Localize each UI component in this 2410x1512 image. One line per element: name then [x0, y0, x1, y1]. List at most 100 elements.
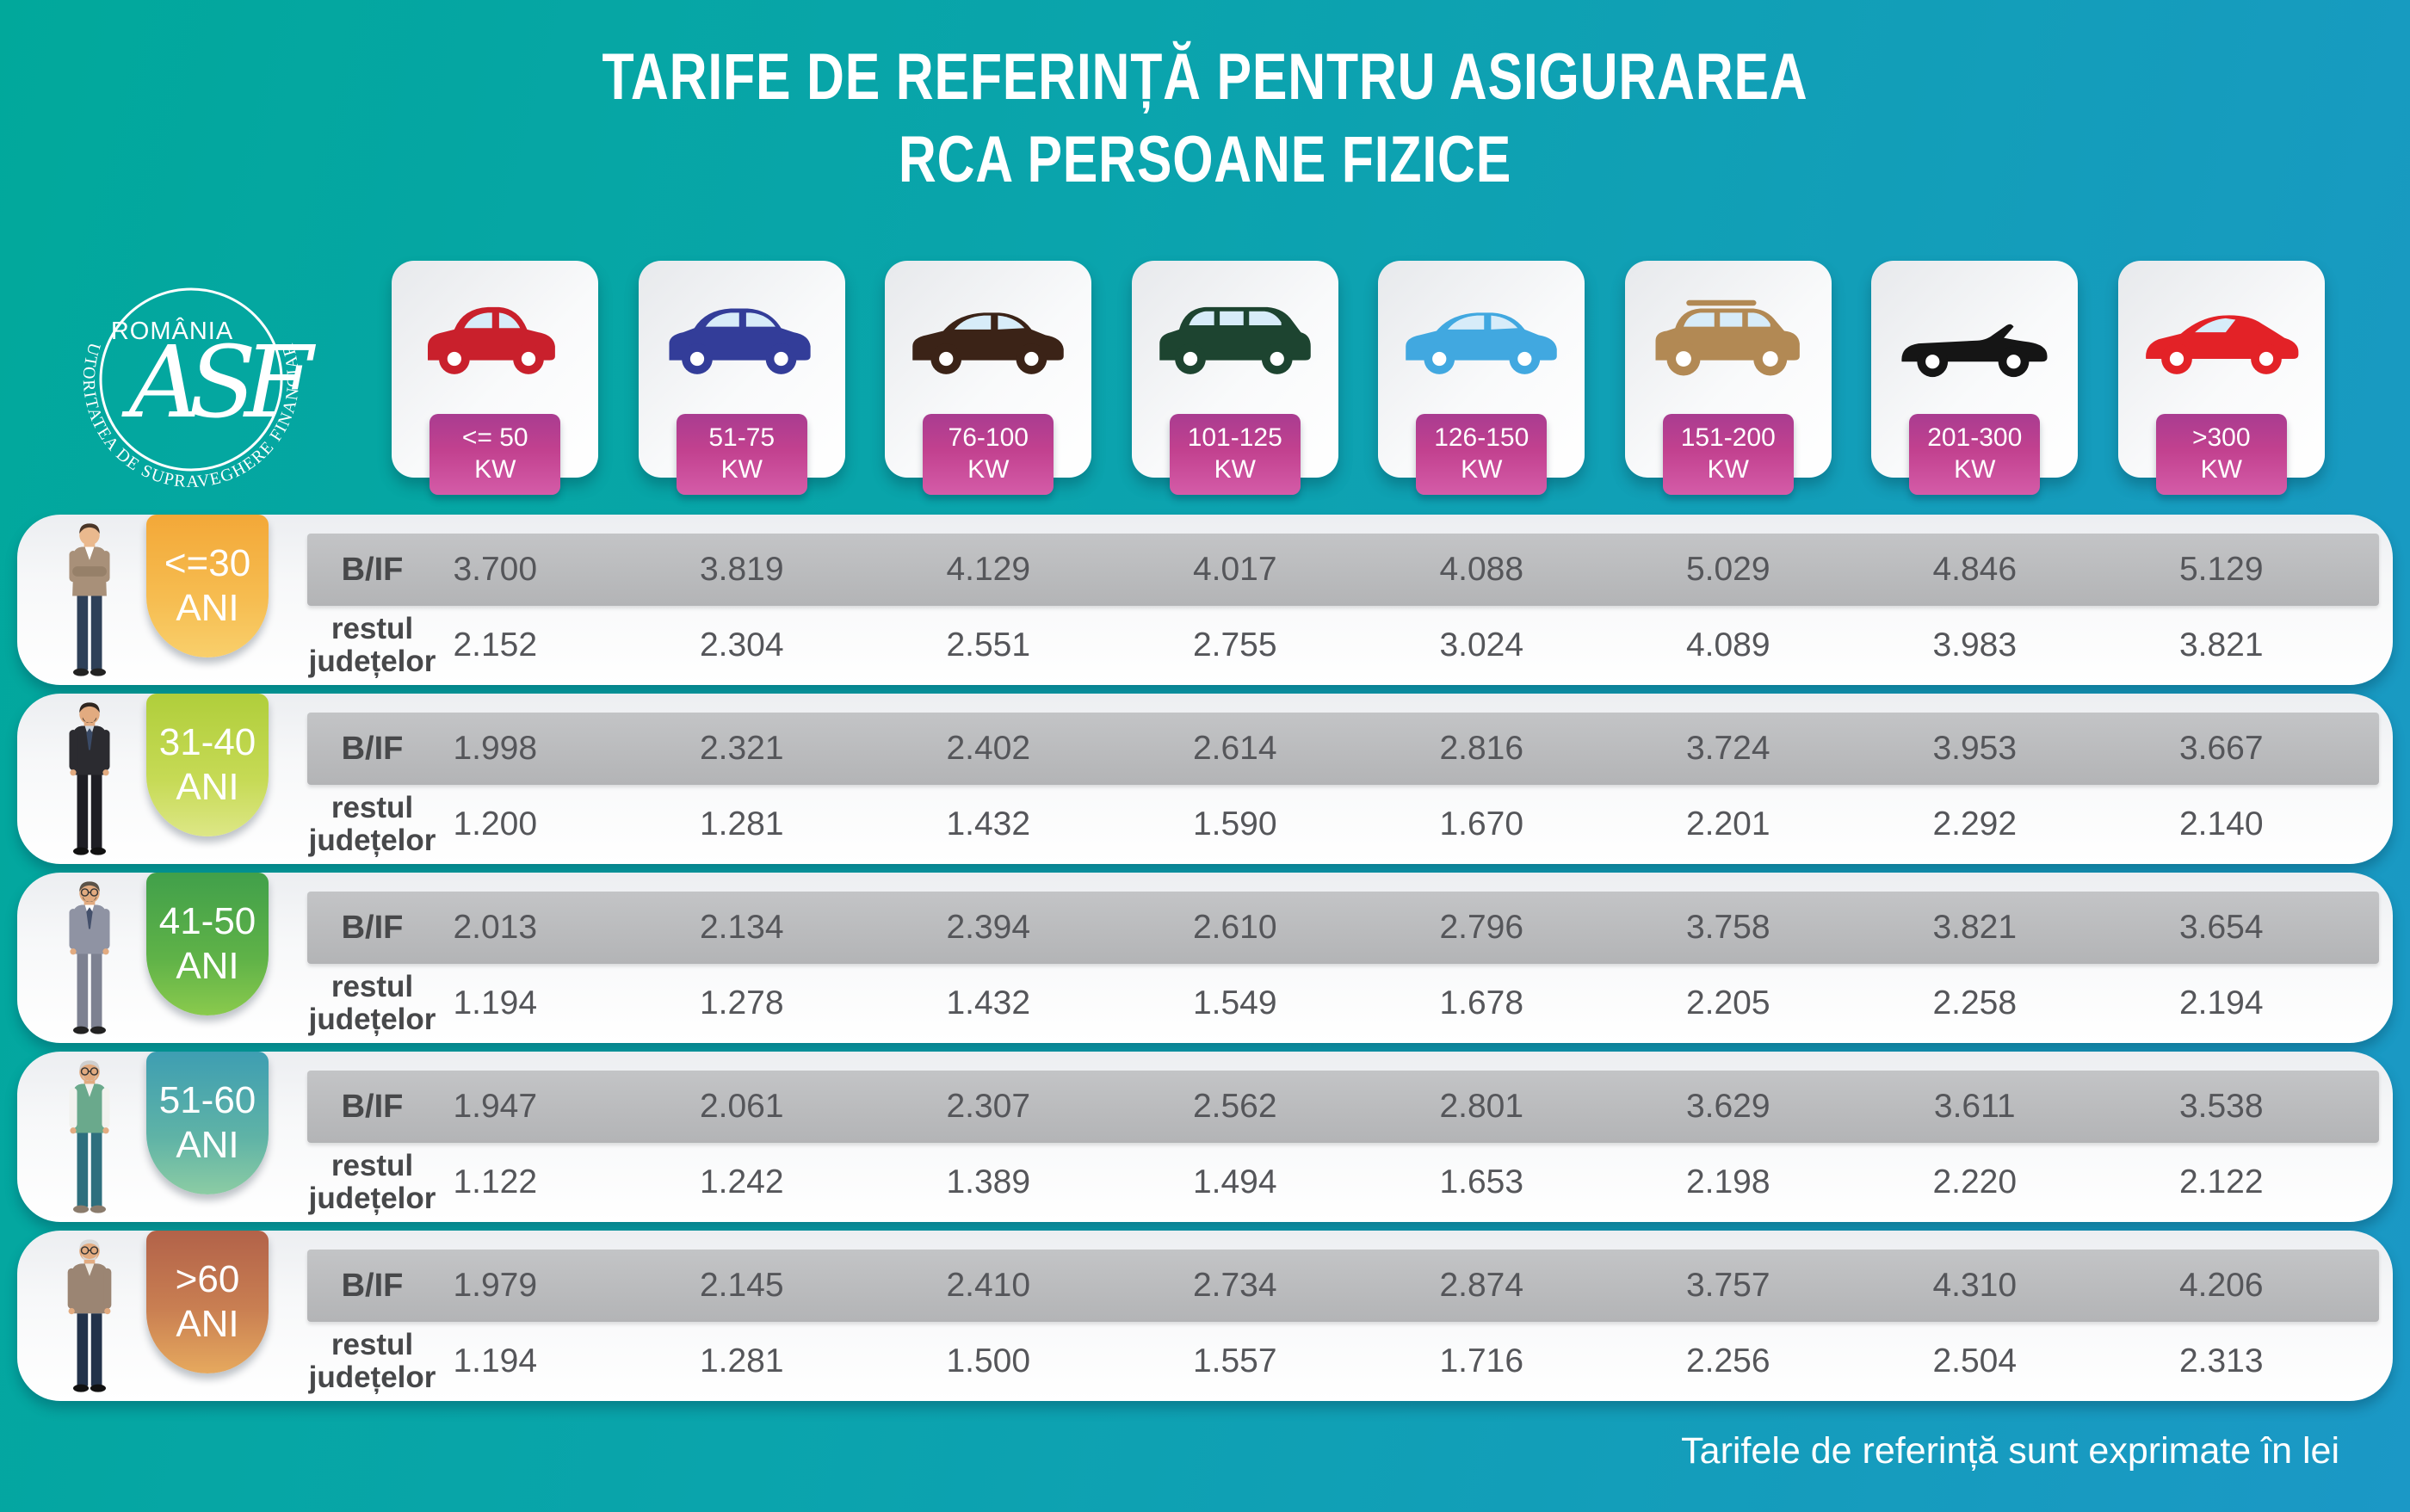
- tariff-value: 1.200: [453, 805, 538, 842]
- tariff-value: 1.670: [1439, 805, 1524, 842]
- tariff-value: 1.281: [699, 805, 784, 842]
- tariff-value: 2.610: [1192, 909, 1277, 946]
- tariff-value: 3.819: [699, 551, 784, 588]
- bif-band: [307, 1250, 2379, 1322]
- asf-monogram: ASF: [121, 325, 317, 441]
- tariff-value: 2.313: [2178, 1342, 2264, 1379]
- tariff-value: 1.242: [699, 1163, 784, 1200]
- age-row-31-40: 31-40 ANI B/IF restul județelor 1.998 2.32…: [17, 694, 2393, 864]
- region-label-bif: B/IF: [341, 730, 404, 767]
- tariff-value: 3.821: [2178, 626, 2264, 663]
- tariff-value: 4.206: [2178, 1267, 2264, 1304]
- tariff-value: 3.611: [1933, 1088, 2016, 1125]
- currency-note: Tarifele de referință sunt exprimate în …: [1681, 1430, 2339, 1472]
- tariff-value: 4.129: [946, 551, 1031, 588]
- tariff-value: 2.013: [453, 909, 538, 946]
- sedan-car-icon: [904, 292, 1072, 381]
- rest-values: 1.194 1.281 1.500 1.557 1.716 2.256 2.50…: [372, 1325, 2345, 1398]
- sports-car-icon: [2137, 292, 2306, 381]
- tariff-value: 2.256: [1685, 1342, 1770, 1379]
- region-label-rest: restul județelor: [308, 791, 436, 857]
- title-line-2: RCA PERSOANE FIZICE: [898, 123, 1512, 196]
- age-badge: >60 ANI: [146, 1231, 269, 1373]
- tariff-value: 1.678: [1439, 984, 1524, 1021]
- power-range-badge: 126-150 KW: [1416, 414, 1548, 495]
- tariff-value: 1.122: [453, 1163, 538, 1200]
- tariff-value: 2.394: [946, 909, 1031, 946]
- convertible-car-icon: [1890, 292, 2059, 381]
- power-range-badge: 151-200 KW: [1662, 414, 1794, 495]
- tariff-value: 2.122: [2178, 1163, 2264, 1200]
- vehicle-header-row: <= 50 KW 51-75 KW 76-100 KW 101-125 KW 126-1…: [372, 261, 2345, 495]
- tariff-value: 2.796: [1439, 909, 1524, 946]
- age-row-under-30: <=30 ANI B/IF restul județelor 3.700 3.819…: [17, 515, 2393, 685]
- bif-values: 3.700 3.819 4.129 4.017 4.088 5.029 4.84…: [372, 534, 2345, 606]
- rest-values: 1.194 1.278 1.432 1.549 1.678 2.205 2.25…: [372, 967, 2345, 1040]
- age-row-51-60: 51-60 ANI B/IF restul județelor 1.947 2.06…: [17, 1052, 2393, 1222]
- vehicle-card-2: 51-75 KW: [638, 261, 845, 495]
- tariff-value: 1.194: [453, 1342, 538, 1379]
- bif-band: [307, 713, 2379, 785]
- tariff-value: 2.801: [1439, 1088, 1524, 1125]
- bif-values: 1.998 2.321 2.402 2.614 2.816 3.724 3.95…: [372, 713, 2345, 785]
- bif-band: [307, 892, 2379, 964]
- vehicle-card-7: 201-300 KW: [1871, 261, 2079, 495]
- tariff-value: 2.292: [1932, 805, 2018, 842]
- man-sweater-vest-avatar: [69, 1060, 110, 1213]
- vehicle-card-3: 76-100 KW: [885, 261, 1092, 495]
- city-car-icon: [411, 292, 579, 381]
- tariff-value: 5.129: [2178, 551, 2264, 588]
- tariff-value: 3.538: [2178, 1088, 2264, 1125]
- age-badge: 51-60 ANI: [146, 1052, 269, 1194]
- tariff-value: 3.758: [1685, 909, 1770, 946]
- tariff-value: 1.494: [1192, 1163, 1277, 1200]
- tariff-value: 1.716: [1439, 1342, 1524, 1379]
- bif-band: [307, 1071, 2379, 1143]
- vehicle-card-4: 101-125 KW: [1131, 261, 1338, 495]
- young-man-avatar: [69, 523, 110, 676]
- age-row-over-60: >60 ANI B/IF restul județelor 1.979 2.145 …: [17, 1231, 2393, 1401]
- tariff-value: 3.821: [1932, 909, 2018, 946]
- region-label-bif: B/IF: [341, 909, 404, 946]
- tariff-value: 2.551: [946, 626, 1031, 663]
- bif-values: 2.013 2.134 2.394 2.610 2.796 3.758 3.82…: [372, 892, 2345, 964]
- tariff-value: 1.549: [1192, 984, 1277, 1021]
- bif-values: 1.979 2.145 2.410 2.734 2.874 3.757 4.31…: [372, 1250, 2345, 1322]
- region-label-rest: restul județelor: [308, 1149, 436, 1215]
- tariff-value: 1.281: [699, 1342, 784, 1379]
- tariff-value: 4.089: [1685, 626, 1770, 663]
- tariff-value: 1.653: [1439, 1163, 1524, 1200]
- tariff-value: 3.629: [1685, 1088, 1770, 1125]
- logo-country-label: ROMÂNIA: [111, 317, 233, 345]
- tariff-value: 1.389: [946, 1163, 1031, 1200]
- tariff-value: 1.590: [1192, 805, 1277, 842]
- power-range-badge: 51-75 KW: [676, 414, 807, 495]
- tariff-value: 2.410: [946, 1267, 1031, 1304]
- vehicle-card-1: <= 50 KW: [392, 261, 599, 495]
- tariff-value: 2.562: [1192, 1088, 1277, 1125]
- tariff-value: 2.140: [2178, 805, 2264, 842]
- tariff-value: 2.755: [1192, 626, 1277, 663]
- tariff-rows: <=30 ANI B/IF restul județelor 3.700 3.819…: [0, 515, 2410, 1410]
- region-label-rest: restul județelor: [308, 1328, 436, 1394]
- tariff-value: 4.846: [1932, 551, 2018, 588]
- tariff-value: 2.734: [1192, 1267, 1277, 1304]
- elderly-man-avatar: [67, 1239, 112, 1392]
- tariff-value: 2.816: [1439, 730, 1524, 767]
- tariff-value: 2.152: [453, 626, 538, 663]
- title-line-1: TARIFE DE REFERINȚĂ PENTRU ASIGURAREA: [602, 40, 1808, 114]
- page-title: TARIFE DE REFERINȚĂ PENTRU ASIGURAREA RC…: [0, 36, 2410, 201]
- tariff-value: 2.145: [699, 1267, 784, 1304]
- power-range-badge: <= 50 KW: [429, 414, 561, 495]
- tariff-value: 3.724: [1685, 730, 1770, 767]
- vehicle-card-8: >300 KW: [2117, 261, 2325, 495]
- tariff-value: 1.500: [946, 1342, 1031, 1379]
- tariff-value: 2.614: [1192, 730, 1277, 767]
- tariff-value: 1.432: [946, 805, 1031, 842]
- power-range-badge: 101-125 KW: [1169, 414, 1301, 495]
- tariff-value: 2.402: [946, 730, 1031, 767]
- rest-values: 1.200 1.281 1.432 1.590 1.670 2.201 2.29…: [372, 788, 2345, 861]
- power-range-badge: 76-100 KW: [923, 414, 1054, 495]
- tariff-value: 2.304: [699, 626, 784, 663]
